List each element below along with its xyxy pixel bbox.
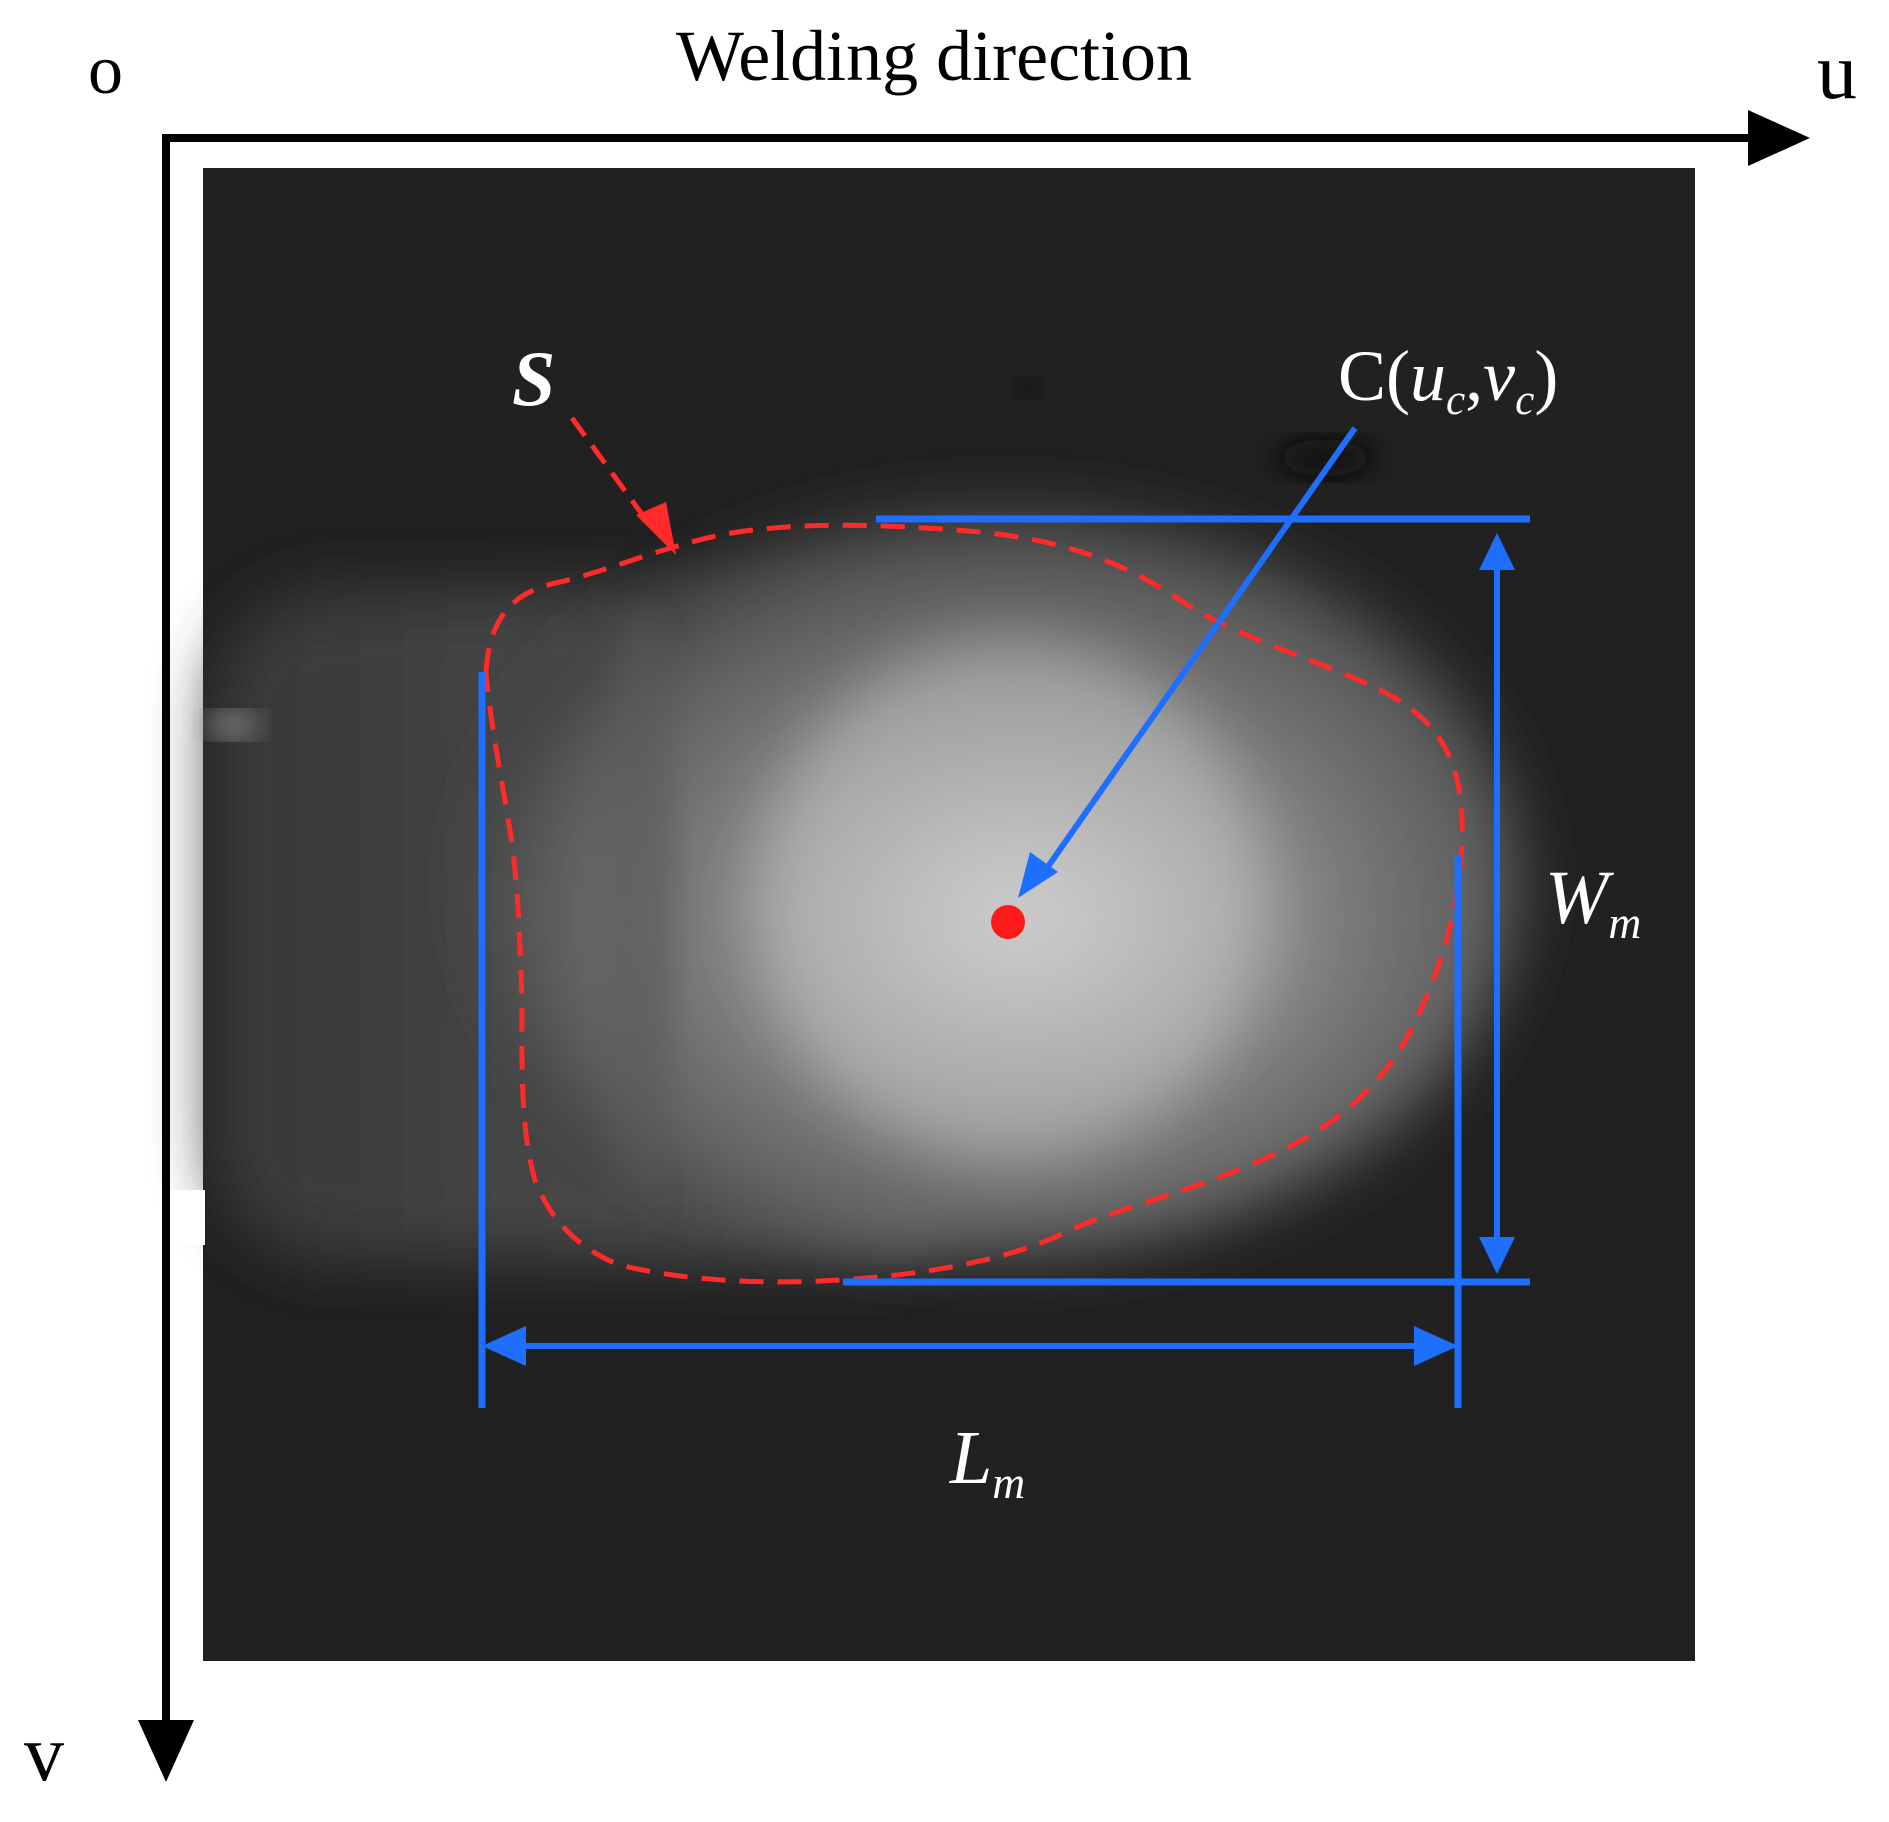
camera-frame: [160, 168, 1695, 1661]
v-axis-arrowhead: [138, 1720, 194, 1782]
u-axis-label: u: [1817, 28, 1857, 116]
v-axis-label: v: [24, 1710, 64, 1798]
centroid-v: v: [1483, 336, 1516, 416]
origin-label: o: [88, 32, 123, 109]
length-label: Lm: [950, 1420, 1025, 1505]
centroid-label: C(uc,vc): [1338, 340, 1558, 422]
centroid-u: u: [1410, 336, 1446, 416]
centroid-u-sub: c: [1446, 376, 1466, 424]
u-axis-arrowhead: [1748, 110, 1810, 166]
length-label-sub: m: [992, 1456, 1026, 1508]
contour-label: S: [512, 335, 556, 422]
centroid-v-sub: c: [1515, 376, 1535, 424]
length-label-main: L: [950, 1416, 993, 1500]
melt-pool-contour: [483, 522, 1465, 1285]
centroid-point: [991, 905, 1025, 939]
coordinate-axes: [138, 110, 1810, 1782]
centroid-pointer: [1018, 426, 1358, 898]
width-label-main: W: [1545, 856, 1609, 940]
width-label-sub: m: [1608, 896, 1642, 948]
centroid-close: ): [1534, 336, 1559, 416]
contour-pointer: [569, 416, 676, 555]
width-measurement: [843, 515, 1530, 1286]
length-measurement: [478, 672, 1462, 1408]
centroid-label-open: C(: [1338, 336, 1410, 416]
width-label: Wm: [1545, 860, 1641, 945]
centroid-sep: ,: [1465, 336, 1484, 416]
welding-direction-title: Welding direction: [676, 16, 1193, 96]
